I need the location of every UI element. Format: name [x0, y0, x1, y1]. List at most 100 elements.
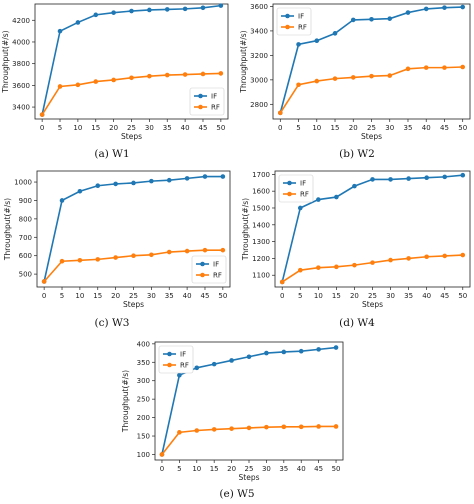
data-point-if: [131, 180, 136, 186]
data-point-rf: [442, 253, 448, 259]
data-point-rf: [424, 254, 429, 260]
data-point-rf: [296, 82, 301, 88]
data-point-if: [387, 16, 393, 21]
data-point-rf: [281, 424, 287, 430]
data-point-rf: [218, 71, 224, 76]
x-tick-label: 25: [368, 292, 377, 300]
x-tick-label: 5: [60, 292, 64, 300]
data-point-if: [350, 17, 356, 23]
data-point-rf: [129, 75, 134, 81]
x-tick-label: 15: [91, 124, 100, 132]
data-point-if: [246, 354, 252, 360]
legend-label-rf: RF: [300, 191, 309, 199]
x-tick-label: 50: [458, 292, 467, 300]
x-tick-label: 50: [216, 124, 225, 132]
y-tick-label: 400: [137, 340, 150, 348]
y-tick-label: 700: [19, 234, 32, 242]
x-tick-label: 20: [350, 292, 359, 300]
x-tick-label: 25: [245, 465, 254, 473]
data-point-rf: [298, 424, 304, 430]
data-point-if: [406, 176, 411, 181]
data-point-rf: [57, 84, 63, 89]
x-axis-label: Steps: [239, 473, 260, 482]
chart-panel-w5: 0 5 10 15 20 25 30 35 40 45 50 100 150 200 250 300 350 40…: [121, 340, 344, 500]
data-point-rf: [314, 78, 320, 84]
y-tick-label: 800: [19, 215, 32, 223]
x-tick-label: 35: [165, 292, 174, 300]
panel-caption: (a) W1: [94, 148, 129, 160]
x-tick-label: 15: [331, 124, 340, 132]
x-axis-label: Steps: [361, 132, 382, 141]
x-tick-label: 35: [163, 124, 172, 132]
chart-panel-w4: 0 5 10 15 20 25 30 35 40 45 50 1100 1200 1300 1400 1500…: [241, 170, 471, 329]
data-point-rf: [39, 112, 45, 117]
legend-label-if: IF: [298, 13, 304, 21]
data-point-rf: [246, 425, 252, 431]
x-axis-label: Steps: [121, 132, 142, 141]
data-point-rf: [297, 267, 303, 273]
data-point-if: [211, 361, 217, 367]
data-point-rf: [59, 258, 65, 264]
y-tick-label: 200: [137, 414, 150, 422]
data-point-rf: [423, 65, 429, 70]
x-tick-label: 45: [201, 292, 210, 300]
data-point-if: [164, 7, 170, 12]
data-point-rf: [77, 258, 83, 263]
data-point-rf: [277, 110, 283, 116]
x-tick-label: 5: [177, 465, 181, 473]
data-point-if: [460, 172, 466, 178]
data-point-if: [202, 174, 208, 179]
data-point-rf: [131, 253, 136, 258]
y-tick-label: 1300: [252, 238, 270, 246]
x-tick-label: 5: [298, 292, 302, 300]
legend-marker-rf: [285, 24, 290, 30]
legend-marker-if: [167, 351, 172, 357]
legend-frame: [158, 345, 194, 374]
y-tick-label: 1600: [252, 188, 270, 196]
data-point-if: [184, 176, 190, 181]
data-point-rf: [149, 252, 154, 258]
data-point-rf: [316, 424, 321, 429]
x-tick-label: 35: [404, 292, 413, 300]
x-tick-label: 0: [160, 465, 164, 473]
data-point-rf: [333, 424, 339, 429]
data-point-if: [405, 10, 411, 15]
x-tick-label: 35: [404, 124, 413, 132]
data-point-rf: [211, 427, 217, 432]
y-tick-label: 500: [19, 271, 32, 279]
chart-panel-w3: 0 5 10 15 20 25 30 35 40 45 50 500 600 700 800 900 1000 S…: [3, 170, 231, 329]
legend-frame: [189, 87, 225, 116]
y-tick-label: 4200: [12, 17, 30, 25]
data-point-if: [460, 4, 466, 10]
y-tick-label: 150: [137, 433, 150, 441]
data-point-if: [149, 178, 154, 184]
x-tick-label: 10: [312, 124, 321, 132]
legend: IF RF: [158, 345, 194, 374]
x-tick-label: 10: [192, 465, 201, 473]
x-tick-label: 20: [227, 465, 236, 473]
x-tick-label: 50: [458, 124, 467, 132]
x-axis-label: Steps: [123, 300, 144, 309]
data-point-if: [57, 28, 63, 34]
y-axis-label: Throughput(#/s): [1, 30, 10, 93]
data-point-if: [194, 365, 200, 371]
x-tick-label: 45: [314, 465, 323, 473]
data-point-rf: [166, 249, 172, 255]
legend-marker-rf: [198, 104, 203, 110]
x-tick-label: 45: [440, 292, 449, 300]
data-point-rf: [164, 72, 170, 78]
y-tick-label: 900: [19, 197, 32, 205]
series-line-rf: [281, 254, 463, 283]
x-tick-label: 45: [199, 124, 208, 132]
data-point-if: [281, 349, 287, 355]
legend-label-rf: RF: [213, 272, 222, 280]
data-point-if: [316, 197, 321, 202]
x-tick-label: 40: [422, 124, 431, 132]
data-point-rf: [194, 428, 200, 433]
data-point-rf: [264, 424, 269, 430]
x-tick-label: 15: [93, 292, 102, 300]
data-point-rf: [352, 262, 357, 268]
y-tick-label: 1700: [252, 171, 270, 179]
chart-panel-w1: 0 5 10 15 20 25 30 35 40 45 50 3400 3600 3800 4000 4200…: [1, 3, 229, 160]
legend-label-if: IF: [211, 93, 217, 101]
